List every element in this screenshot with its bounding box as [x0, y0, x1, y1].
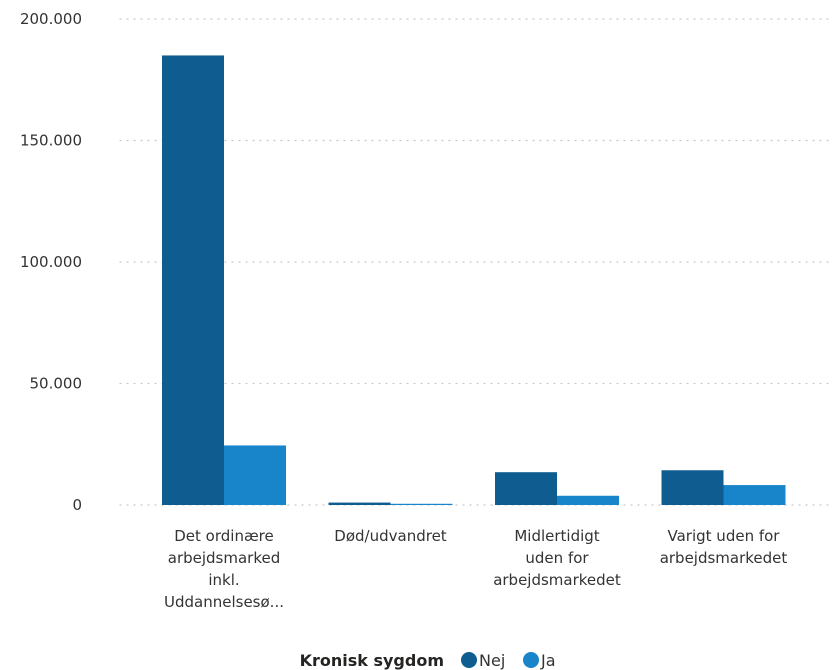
legend-label-ja: Ja: [540, 651, 556, 670]
x-category-label: Midlertidigt: [514, 527, 599, 545]
y-axis: 0 50.000 100.000 150.000 200.000: [20, 10, 82, 514]
x-category-label: arbejdsmarkedet: [660, 549, 788, 567]
legend-label-nej: Nej: [479, 651, 505, 670]
x-axis: Det ordinære arbejdsmarked inkl. Uddannelse…: [164, 527, 787, 611]
bar-ja-0[interactable]: [224, 445, 286, 505]
legend-title: Kronisk sygdom: [300, 651, 444, 670]
x-category-label: Død/udvandret: [334, 527, 446, 545]
y-tick-label: 150.000: [20, 132, 82, 150]
x-category-label: uden for: [525, 549, 589, 567]
x-category-label: Varigt uden for: [668, 527, 781, 545]
bar-nej-3[interactable]: [661, 470, 724, 505]
legend: Kronisk sygdom Nej Ja: [300, 651, 556, 670]
bar-ja-3[interactable]: [723, 485, 786, 505]
legend-marker-ja: [523, 652, 539, 668]
y-tick-label: 100.000: [20, 253, 82, 271]
y-tick-label: 50.000: [30, 375, 83, 393]
bar-ja-2[interactable]: [557, 495, 619, 505]
y-tick-label: 0: [72, 496, 82, 514]
x-category-label: arbejdsmarked: [168, 549, 281, 567]
bar-nej-0[interactable]: [162, 55, 224, 505]
gridlines: [119, 18, 829, 506]
legend-marker-nej: [461, 652, 477, 668]
x-category-label: Det ordinære: [174, 527, 274, 545]
x-category-label: Uddannelsesø...: [164, 593, 284, 611]
bar-nej-2[interactable]: [495, 472, 557, 505]
x-category-label: inkl.: [208, 571, 239, 589]
y-tick-label: 200.000: [20, 10, 82, 28]
bar-nej-1[interactable]: [328, 502, 391, 505]
bar-ja-1[interactable]: [390, 503, 453, 505]
bars: [162, 55, 786, 505]
x-category-label: arbejdsmarkedet: [493, 571, 621, 589]
